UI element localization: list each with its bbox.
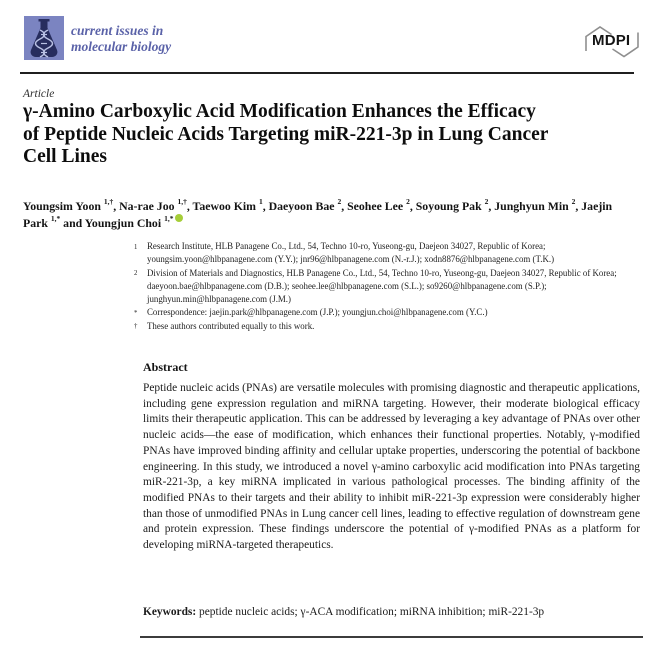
correspondence-text: Correspondence: jaejin.park@hlbpanagene.… xyxy=(147,307,488,318)
affiliation-item: 2 Division of Materials and Diagnostics,… xyxy=(134,267,642,307)
author-name: Daeyoon Bae xyxy=(268,198,335,213)
keywords-text: peptide nucleic acids; γ-ACA modificatio… xyxy=(196,606,545,618)
abstract-divider xyxy=(140,636,643,638)
author-separator: , xyxy=(575,198,582,213)
author-affiliation-marker: 2 xyxy=(571,197,576,206)
mdpi-logo: MDPI xyxy=(583,25,641,58)
keywords-label: Keywords: xyxy=(143,606,197,618)
affiliation-text: Division of Materials and Diagnostics, H… xyxy=(147,267,617,305)
author: Na-rae Joo 1,†, xyxy=(119,197,193,213)
correspondence-item: * Correspondence: jaejin.park@hlbpanagen… xyxy=(134,306,642,319)
journal-name: current issues in molecular biology xyxy=(71,23,171,55)
mdpi-hexagon-icon xyxy=(585,26,639,58)
abstract-heading: Abstract xyxy=(143,360,188,374)
orcid-icon[interactable] xyxy=(175,214,184,223)
author-affiliation-marker: 2 xyxy=(484,197,489,206)
author: Youngsim Yoon 1,†, xyxy=(23,197,120,213)
affiliation-marker: 1 xyxy=(134,243,138,251)
author-affiliation-marker: 2 xyxy=(337,197,342,206)
author-affiliation-marker: 1 xyxy=(258,197,263,206)
author-separator: , xyxy=(409,198,416,213)
equal-contribution-item: † These authors contributed equally to t… xyxy=(134,320,642,333)
affiliation-item: 1 Research Institute, HLB Panagene Co., … xyxy=(134,240,642,267)
journal-logo xyxy=(24,16,64,60)
author-name: Taewoo Kim xyxy=(192,198,256,213)
author: Seohee Lee 2, xyxy=(347,197,416,213)
author-affiliation-marker: 1,* xyxy=(164,214,174,224)
affiliation-marker: 2 xyxy=(134,270,138,278)
equal-contribution-marker: † xyxy=(134,323,138,331)
author-name: Seohee Lee xyxy=(347,198,404,213)
article-title-line: Cell Lines xyxy=(23,146,107,167)
abstract-text: Peptide nucleic acids (PNAs) are versati… xyxy=(143,382,640,552)
header-divider xyxy=(20,72,634,74)
journal-name-line2: molecular biology xyxy=(71,39,172,54)
keywords-line: Keywords: peptide nucleic acids; γ-ACA m… xyxy=(143,606,643,618)
author-separator: , xyxy=(186,198,193,213)
equal-contribution-text: These authors contributed equally to thi… xyxy=(147,320,315,331)
author-name: Junghyun Min xyxy=(494,198,569,213)
author-name: Youngjun Choi xyxy=(84,216,162,231)
article-title-line: of Peptide Nucleic Acids Targeting miR-2… xyxy=(23,123,549,145)
author-list: Youngsim Yoon 1,†, Na-rae Joo 1,†, Taewo… xyxy=(23,196,639,231)
author: Daeyoon Bae 2, xyxy=(268,197,348,213)
author-name: Youngsim Yoon xyxy=(23,198,101,213)
correspondence-marker: * xyxy=(134,309,138,317)
mdpi-wordmark: MDPI xyxy=(592,32,631,49)
author-name: Soyoung Pak xyxy=(415,198,482,213)
author-name: Na-rae Joo xyxy=(119,198,175,213)
affiliation-text: Research Institute, HLB Panagene Co., Lt… xyxy=(147,241,555,265)
author-separator: , xyxy=(341,198,348,213)
author-separator: , xyxy=(113,198,120,213)
author-separator: , xyxy=(488,198,495,213)
journal-name-line1: current issues in xyxy=(71,23,164,38)
author-separator: , xyxy=(262,198,269,213)
author: Taewoo Kim 1, xyxy=(192,197,269,213)
author-affiliation-marker: 1,* xyxy=(50,214,61,224)
author-affiliation-marker: 1,† xyxy=(177,197,187,206)
author-affiliation-marker: 2 xyxy=(406,197,410,206)
affiliations: 1 Research Institute, HLB Panagene Co., … xyxy=(134,240,642,333)
author-separator: and xyxy=(60,216,85,231)
author: Youngjun Choi 1,* xyxy=(84,214,174,231)
article-title-line: γ-Amino Carboxylic Acid Modification Enh… xyxy=(23,101,536,122)
author: Junghyun Min 2, xyxy=(494,197,582,213)
author: Soyoung Pak 2, xyxy=(415,197,495,213)
author: Jaejin Park 1,* and xyxy=(23,199,612,230)
flask-dna-icon xyxy=(24,16,64,60)
article-title: γ-Amino Carboxylic Acid Modification Enh… xyxy=(23,101,633,169)
author-name: Jaejin Park xyxy=(23,198,613,231)
author-affiliation-marker: 1,† xyxy=(103,197,114,206)
article-type-label: Article xyxy=(23,88,55,100)
